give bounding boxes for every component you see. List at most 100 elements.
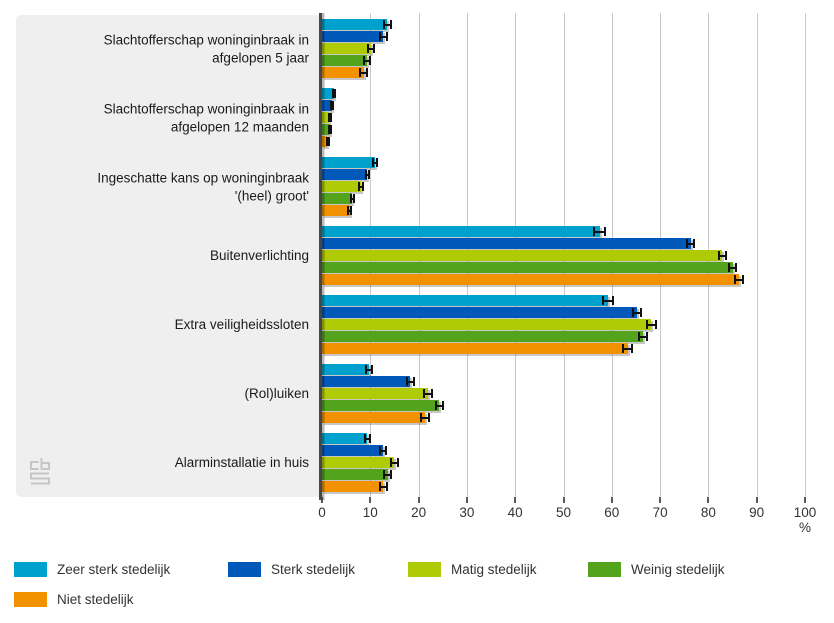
error-bar [328, 125, 333, 134]
bar [322, 364, 370, 375]
bar [322, 238, 691, 249]
error-bar [434, 401, 445, 410]
legend-item: Matig stedelijk [408, 559, 588, 580]
legend-item: Niet stedelijk [14, 589, 228, 610]
bar [322, 88, 334, 99]
bar [322, 181, 361, 192]
tick-label: 90 [749, 505, 765, 520]
tick-mark [562, 497, 565, 503]
bar [322, 262, 733, 273]
error-bar [347, 206, 352, 215]
bar [322, 319, 652, 330]
error-bar [382, 20, 392, 29]
legend-label: Zeer sterk stedelijk [57, 562, 171, 577]
x-axis: 0 10 20 30 40 50 60 70 80 90 100 [318, 497, 822, 542]
tick-label: 0 [318, 505, 326, 520]
error-bar [350, 194, 355, 203]
tick-label: 40 [507, 505, 523, 520]
bar [322, 445, 383, 456]
category-label: Alarminstallatie in huis [174, 455, 309, 471]
bar [322, 388, 428, 399]
error-bar [718, 251, 727, 260]
error-bar [359, 68, 368, 77]
bar [322, 193, 353, 204]
error-bar [364, 434, 371, 443]
plot-area [322, 13, 812, 497]
error-bar [371, 158, 379, 167]
bar [322, 31, 384, 42]
bar [322, 481, 384, 492]
category-label: Slachtofferschap woninginbraak in afgelo… [103, 101, 309, 134]
bar [322, 274, 739, 285]
bar [322, 250, 723, 261]
tick-mark [321, 497, 323, 503]
tick-label: 10 [362, 505, 378, 520]
error-bar [378, 32, 388, 41]
tick-mark [369, 497, 372, 503]
error-bar [329, 101, 334, 110]
tick-mark [659, 497, 662, 503]
bar [322, 295, 608, 306]
error-bar [406, 377, 415, 386]
bar [322, 19, 388, 30]
legend-item: Weinig stedelijk [588, 559, 768, 580]
legend-swatch [408, 562, 441, 577]
category-label: Buitenverlichting [209, 248, 309, 264]
error-bar [365, 365, 374, 374]
error-bar [364, 170, 371, 179]
tick-mark [514, 497, 517, 503]
error-bar [733, 275, 744, 284]
legend-label: Niet stedelijk [57, 592, 134, 607]
bar [322, 457, 395, 468]
bar [322, 136, 328, 147]
error-bar [331, 89, 336, 98]
tick-mark [707, 497, 710, 503]
legend-swatch [228, 562, 261, 577]
legend-swatch [14, 562, 47, 577]
bar [322, 112, 330, 123]
error-bar [325, 137, 330, 146]
error-bar [602, 296, 614, 305]
legend-item: Sterk stedelijk [228, 559, 408, 580]
error-bar [420, 413, 430, 422]
error-bar [728, 263, 737, 272]
legend-label: Matig stedelijk [451, 562, 537, 577]
bar [322, 124, 330, 135]
legend-label: Weinig stedelijk [631, 562, 725, 577]
cbs-logo [30, 458, 50, 485]
category-label: Extra veiligheidssloten [174, 317, 309, 333]
tick-label: 20 [411, 505, 427, 520]
tick-label: 100 [793, 505, 817, 520]
tick-label: 60 [604, 505, 620, 520]
category-label: Slachtofferschap woninginbraak in afgelo… [103, 32, 309, 65]
tick-label: 80 [700, 505, 716, 520]
tick-mark [465, 497, 468, 503]
bar [322, 400, 440, 411]
gridline [756, 13, 758, 497]
error-bar [378, 482, 388, 491]
bar [322, 67, 364, 78]
error-bar [631, 308, 643, 317]
tick-mark [417, 497, 420, 503]
bar [322, 307, 637, 318]
error-bar [646, 320, 657, 329]
bar [322, 226, 600, 237]
bar [322, 412, 425, 423]
error-bar [363, 56, 371, 65]
bar [322, 205, 350, 216]
bar [322, 100, 332, 111]
bar [322, 331, 643, 342]
legend-swatch [14, 592, 47, 607]
error-bar [327, 113, 332, 122]
bar [322, 343, 628, 354]
category-panel: Slachtofferschap woninginbraak in afgelo… [16, 15, 319, 497]
bar [322, 376, 411, 387]
x-axis-unit-label: % [798, 520, 812, 535]
bar [322, 157, 376, 168]
error-bar [622, 344, 634, 353]
tick-label: 50 [555, 505, 572, 520]
y-axis-line [319, 13, 322, 500]
tick-label: 30 [459, 505, 475, 520]
tick-mark [755, 497, 758, 503]
